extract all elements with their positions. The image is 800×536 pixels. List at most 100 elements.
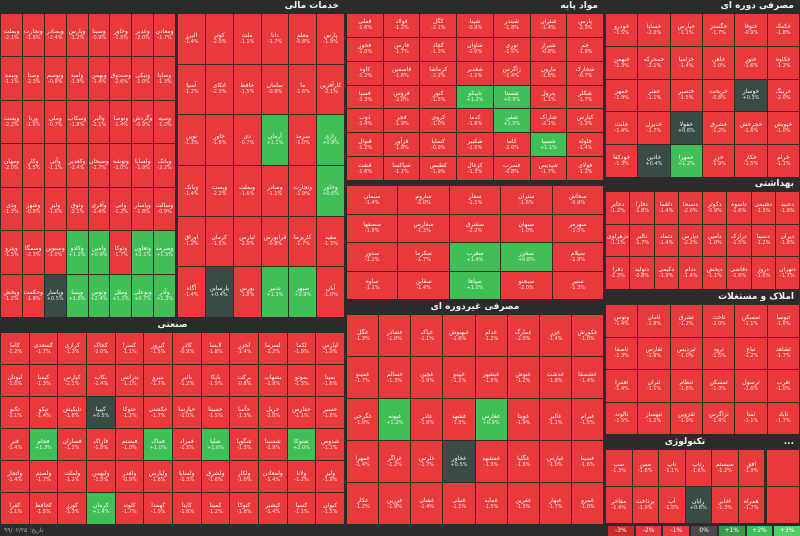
stock-tile[interactable]: زاگرس -1.4%: [493, 61, 530, 85]
stock-tile[interactable]: غگل -1.3%: [347, 315, 379, 356]
stock-tile[interactable]: وخاور -1.5%: [110, 14, 132, 57]
stock-tile[interactable]: شغدیر -1.1%: [457, 61, 493, 85]
stock-tile[interactable]: نوین -1.3%: [178, 115, 205, 165]
stock-tile[interactable]: فنفت -1.6%: [347, 157, 383, 180]
stock-tile[interactable]: رتاپ -1.6%: [685, 450, 711, 486]
stock-tile[interactable]: ولانا -1.2%: [287, 461, 316, 492]
stock-tile[interactable]: غمایه -1.5%: [475, 483, 507, 524]
stock-tile[interactable]: وسالت -0.9%: [154, 187, 175, 231]
stock-tile[interactable]: وصنا -2.3%: [22, 57, 44, 100]
stock-tile[interactable]: خمهرا +1.2%: [670, 145, 702, 177]
stock-tile[interactable]: غمینو -1.7%: [347, 357, 379, 398]
stock-tile[interactable]: بورس -1.8%: [233, 267, 261, 317]
stock-tile[interactable]: سشرق -2.2%: [449, 214, 501, 242]
stock-tile[interactable]: پارس -2.3%: [567, 14, 603, 37]
stock-tile[interactable]: وبانک -1.4%: [178, 166, 205, 216]
stock-tile[interactable]: غاذر -1.6%: [411, 399, 443, 440]
stock-tile[interactable]: رایان +0.6%: [685, 487, 711, 523]
stock-tile[interactable]: دقاضی -1.6%: [727, 257, 751, 289]
stock-tile[interactable]: غپونه +1.2%: [379, 399, 411, 440]
stock-tile[interactable]: غویتا -1.9%: [507, 399, 539, 440]
stock-tile[interactable]: پارساین +0.4%: [205, 267, 233, 317]
stock-tile[interactable]: وکغدیر -2.4%: [66, 144, 88, 187]
stock-tile[interactable]: کنور -1.5%: [420, 85, 457, 109]
stock-tile[interactable]: والبر -2.1%: [88, 100, 110, 144]
stock-tile[interactable]: سامان -0.9%: [261, 64, 289, 115]
stock-tile[interactable]: خکاوه -1.2%: [767, 46, 799, 79]
stock-tile[interactable]: ومعادن -1.7%: [154, 14, 175, 57]
stock-tile[interactable]: ولساپا -1.9%: [132, 144, 154, 187]
stock-tile[interactable]: وامین +0.9%: [88, 231, 110, 274]
stock-tile[interactable]: تدبیر +1.3%: [261, 267, 289, 317]
stock-tile[interactable]: غسینا -1.6%: [571, 441, 603, 482]
stock-tile[interactable]: دسبحا -2.0%: [678, 192, 702, 224]
stock-tile[interactable]: کرماشا -2.2%: [420, 61, 457, 85]
stock-tile[interactable]: کپرور -1.5%: [144, 333, 172, 364]
stock-tile[interactable]: شپدیس -1.7%: [530, 157, 567, 180]
stock-tile[interactable]: کایتا -1.6%: [172, 493, 201, 524]
stock-tile[interactable]: بمپنا -1.6%: [316, 365, 344, 396]
stock-tile[interactable]: ثعمرا -1.4%: [606, 370, 638, 402]
stock-tile[interactable]: ثنظام -1.8%: [670, 370, 702, 402]
stock-tile[interactable]: ثبهساز -1.2%: [638, 402, 670, 434]
stock-tile[interactable]: ولتجار -1.4%: [1, 461, 29, 492]
stock-tile[interactable]: فروس -2.0%: [383, 85, 420, 109]
stock-tile[interactable]: وسینا -0.9%: [88, 14, 110, 57]
stock-tile[interactable]: ثشاهد -1.7%: [767, 337, 799, 369]
stock-tile[interactable]: شسپا +1.1%: [530, 133, 567, 157]
stock-tile[interactable]: وکار -1.5%: [22, 144, 44, 187]
stock-tile[interactable]: خاذین +0.4%: [638, 145, 670, 177]
stock-tile[interactable]: آرمان +1.1%: [261, 115, 289, 165]
stock-tile[interactable]: غزر -1.4%: [539, 315, 571, 356]
stock-tile[interactable]: وسنوین -1.0%: [44, 231, 66, 274]
stock-tile[interactable]: معلم -0.8%: [289, 14, 317, 64]
stock-tile[interactable]: کپارس -2.1%: [58, 365, 86, 396]
stock-tile[interactable]: سصفها -1.8%: [347, 214, 398, 242]
stock-tile[interactable]: غفارس +0.9%: [475, 399, 507, 440]
stock-tile[interactable]: وسبحان -1.7%: [88, 144, 110, 187]
stock-tile[interactable]: کیوان -1.5%: [316, 493, 344, 524]
stock-tile[interactable]: وتوکا -1.7%: [110, 231, 132, 274]
stock-tile[interactable]: کزغال -1.3%: [457, 157, 493, 180]
stock-tile[interactable]: رازی +0.8%: [317, 115, 344, 165]
stock-tile[interactable]: ثباغ -1.2%: [735, 337, 767, 369]
stock-tile[interactable]: وحکمت -1.9%: [22, 274, 44, 317]
stock-tile[interactable]: لخزر -1.4%: [230, 333, 258, 364]
stock-tile[interactable]: وتوشه -1.0%: [110, 144, 132, 187]
stock-tile[interactable]: همراه -1.7%: [738, 487, 764, 523]
stock-tile[interactable]: ثرسول -1.6%: [735, 370, 767, 402]
stock-tile[interactable]: سپ -1.3%: [606, 450, 632, 486]
stock-tile[interactable]: شتران -1.4%: [530, 14, 567, 37]
stock-tile[interactable]: ثاصفا -1.3%: [606, 337, 638, 369]
stock-tile[interactable]: حسینا -1.5%: [201, 397, 230, 428]
stock-tile[interactable]: پارس -1.9%: [317, 14, 344, 64]
stock-tile[interactable]: شتوکا +2.0%: [287, 429, 316, 460]
stock-tile[interactable]: وملل +1.1%: [110, 274, 132, 317]
stock-tile[interactable]: مارون -1.8%: [530, 61, 567, 85]
stock-tile[interactable]: وآفری -1.4%: [88, 187, 110, 231]
stock-tile[interactable]: ثرود -1.5%: [703, 337, 735, 369]
stock-tile[interactable]: غفرین -1.3%: [507, 483, 539, 524]
stock-tile[interactable]: کگل -2.1%: [420, 14, 457, 37]
stock-tile[interactable]: ثزاگرس -1.4%: [703, 402, 735, 434]
stock-tile[interactable]: سخاش -0.9%: [552, 186, 603, 214]
stock-tile[interactable]: فرآور -1.8%: [383, 133, 420, 157]
stock-tile[interactable]: وتجارت -1.8%: [22, 14, 44, 57]
stock-tile[interactable]: دتهران -1.7%: [775, 257, 799, 289]
stock-tile[interactable]: دکیمی -1.9%: [654, 257, 678, 289]
stock-tile[interactable]: وملی -0.7%: [44, 100, 66, 144]
stock-tile[interactable]: غمشهد -1.3%: [475, 441, 507, 482]
stock-tile[interactable]: فنر -1.4%: [1, 429, 29, 460]
stock-tile[interactable]: خمهر -1.9%: [606, 79, 638, 112]
stock-tile[interactable]: وبصادر -2.4%: [44, 14, 66, 57]
stock-tile[interactable]: پرداخت -1.0%: [632, 487, 658, 523]
stock-tile[interactable]: کدما -1.6%: [457, 109, 493, 133]
stock-tile[interactable]: وشهر -0.8%: [22, 187, 44, 231]
stock-tile[interactable]: فسرب -0.8%: [493, 157, 530, 180]
stock-tile[interactable]: دسینا -1.2%: [751, 224, 775, 257]
stock-tile[interactable]: ولشرق -1.6%: [201, 461, 230, 492]
stock-tile[interactable]: کاذر -0.9%: [172, 333, 201, 364]
stock-tile[interactable]: کورز -1.3%: [58, 493, 86, 524]
stock-tile[interactable]: ولغدر -0.9%: [115, 461, 144, 492]
stock-tile[interactable]: وسمگا -2.3%: [22, 231, 44, 274]
